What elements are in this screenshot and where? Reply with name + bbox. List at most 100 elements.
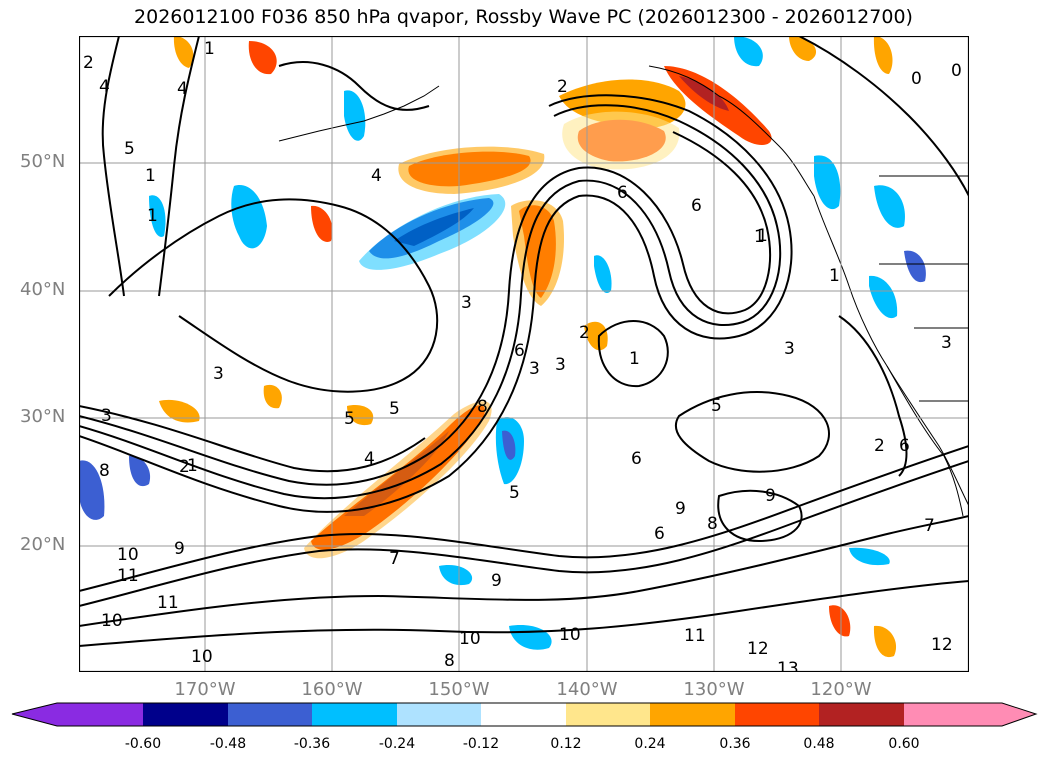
contour-label: 5	[509, 483, 520, 503]
contour-line-1	[79, 94, 793, 513]
colorbar-tick-label: -0.36	[293, 736, 331, 752]
coastline-baja	[886, 365, 964, 517]
contour-label: 1	[829, 266, 840, 286]
anomaly-negative-east-6	[439, 565, 473, 586]
map-title: 2026012100 F036 850 hPa qvapor, Rossby W…	[134, 6, 913, 28]
contour-label: 7	[924, 516, 935, 536]
anomaly-negative-145w-south-core	[502, 430, 516, 460]
anomaly-negative-east-5	[594, 255, 612, 294]
colorbar-tick-label: -0.60	[124, 736, 162, 752]
colorbar-tick-label: -0.24	[378, 736, 416, 752]
anomaly-positive-gulf-alaska-edge	[562, 111, 680, 170]
map-frame	[79, 36, 969, 672]
anomaly-positive-central-north-edge	[398, 146, 545, 194]
contour-label: 4	[99, 77, 110, 97]
contour-label: 3	[784, 339, 795, 359]
anomaly-positive-misc-11	[584, 321, 608, 351]
contour-line-4	[79, 405, 426, 473]
anomaly-negative-west-3	[79, 460, 105, 520]
anomaly-positive-misc-4	[159, 399, 200, 423]
colorbar-tick-label: 0.48	[803, 736, 835, 752]
contour-label: 8	[99, 461, 110, 481]
contour-label: 11	[117, 566, 139, 586]
contour-label: 4	[371, 166, 382, 186]
contour-line-9	[108, 198, 439, 393]
contour-label: 2	[179, 457, 190, 477]
colorbar-outline	[11, 702, 1038, 727]
colorbar-segment	[819, 703, 904, 726]
contour-label: 6	[654, 524, 665, 544]
contour-line-11	[158, 36, 200, 297]
contour-label: 9	[491, 571, 502, 591]
contour-label: 7	[389, 549, 400, 569]
anomaly-positive-misc-7	[873, 625, 897, 658]
contour-label: 8	[477, 397, 488, 417]
anomaly-negative-west-4	[129, 455, 151, 487]
anomaly-negative-east-4	[904, 250, 926, 283]
anomaly-positive-misc-9	[873, 36, 893, 74]
contour-label: 9	[675, 499, 686, 519]
contour-line-6	[79, 460, 969, 607]
contour-label: 5	[344, 409, 355, 429]
colorbar-segment	[397, 703, 481, 726]
contour-label: 5	[124, 139, 135, 159]
contour-label: 13	[777, 659, 799, 672]
anomaly-positive-alaska-coast-core	[679, 76, 729, 111]
anomaly-negative-east-8	[734, 36, 763, 67]
contour-label: 11	[684, 626, 706, 646]
anomaly-positive-misc-5	[263, 384, 282, 409]
colorbar-tick-label: -0.12	[462, 736, 500, 752]
contour-line-12	[278, 61, 430, 111]
contour-label: 2	[874, 436, 885, 456]
contour-line-2	[79, 104, 782, 500]
colorbar-segment	[735, 703, 819, 726]
lat-label-30n: 30°N	[20, 406, 66, 427]
coastline-alaska	[648, 65, 815, 197]
contour-line-17	[838, 315, 908, 477]
colorbar-tick-label: -0.48	[209, 736, 247, 752]
contour-label: 1	[147, 206, 158, 226]
contour-label: 6	[899, 436, 910, 456]
contour-label: 1	[145, 166, 156, 186]
contour-label: 6	[631, 449, 642, 469]
contour-labels: 2 4 1 5 1 1 4 2 6 6 1 4 3 2 1 3 3 3 3 5 …	[83, 39, 962, 672]
contour-line-14	[717, 489, 803, 543]
anomaly-positive-misc-10	[347, 405, 374, 426]
anomaly-negative-west-5	[149, 195, 166, 237]
contour-line-8	[79, 580, 969, 647]
lon-label-150w: 150°W	[428, 679, 490, 700]
contour-label: 3	[461, 293, 472, 313]
contour-label: 4	[364, 449, 375, 469]
contour-label: 6	[617, 183, 628, 203]
map-panel: 2 4 1 5 1 1 4 2 6 6 1 4 3 2 1 3 3 3 3 5 …	[79, 36, 969, 672]
contour-label: 5	[389, 399, 400, 419]
contour-line-13	[674, 391, 830, 473]
contour-line-15	[597, 320, 669, 388]
colorbar-segment	[312, 703, 397, 726]
contour-label: 5	[711, 396, 722, 416]
contour-label: 10	[559, 625, 581, 645]
colorbar-tick-label: 0.60	[888, 736, 920, 752]
anomaly-negative-east-1	[814, 155, 841, 210]
contour-label: 3	[213, 364, 224, 384]
contour-label: 10	[459, 629, 481, 649]
anomaly-negative-west-2	[344, 90, 366, 141]
contour-label: 8	[444, 651, 455, 671]
lat-label-40n: 40°N	[20, 279, 66, 300]
contour-label: 1	[629, 349, 640, 369]
contour-line-5	[79, 445, 969, 592]
contour-label: 9	[765, 486, 776, 506]
contour-label: 9	[174, 539, 185, 559]
anomaly-negative-east-9	[849, 547, 890, 566]
colorbar-segment	[228, 703, 312, 726]
contour-label: 3	[941, 333, 952, 353]
colorbar	[11, 702, 1038, 727]
colorbar-segment	[481, 703, 566, 726]
contour-label: 0	[951, 61, 962, 81]
contour-label: 1	[754, 227, 765, 247]
contour-line-3	[79, 131, 771, 486]
colorbar-segment	[566, 703, 650, 726]
colorbar-segment	[143, 703, 228, 726]
colorbar-segment	[650, 703, 735, 726]
contour-label: 1	[204, 39, 215, 59]
